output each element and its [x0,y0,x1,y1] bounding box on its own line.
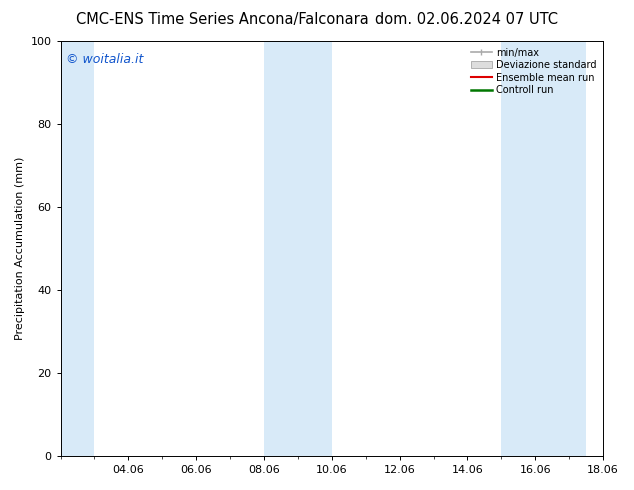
Bar [501,41,535,456]
Text: © woitalia.it: © woitalia.it [66,53,143,67]
Text: dom. 02.06.2024 07 UTC: dom. 02.06.2024 07 UTC [375,12,558,27]
Bar [264,41,332,456]
Legend: min/max, Deviazione standard, Ensemble mean run, Controll run: min/max, Deviazione standard, Ensemble m… [467,44,600,99]
Bar [61,41,94,456]
Y-axis label: Precipitation Accumulation (mm): Precipitation Accumulation (mm) [15,157,25,340]
Text: CMC-ENS Time Series Ancona/Falconara: CMC-ENS Time Series Ancona/Falconara [76,12,369,27]
Bar [535,41,586,456]
